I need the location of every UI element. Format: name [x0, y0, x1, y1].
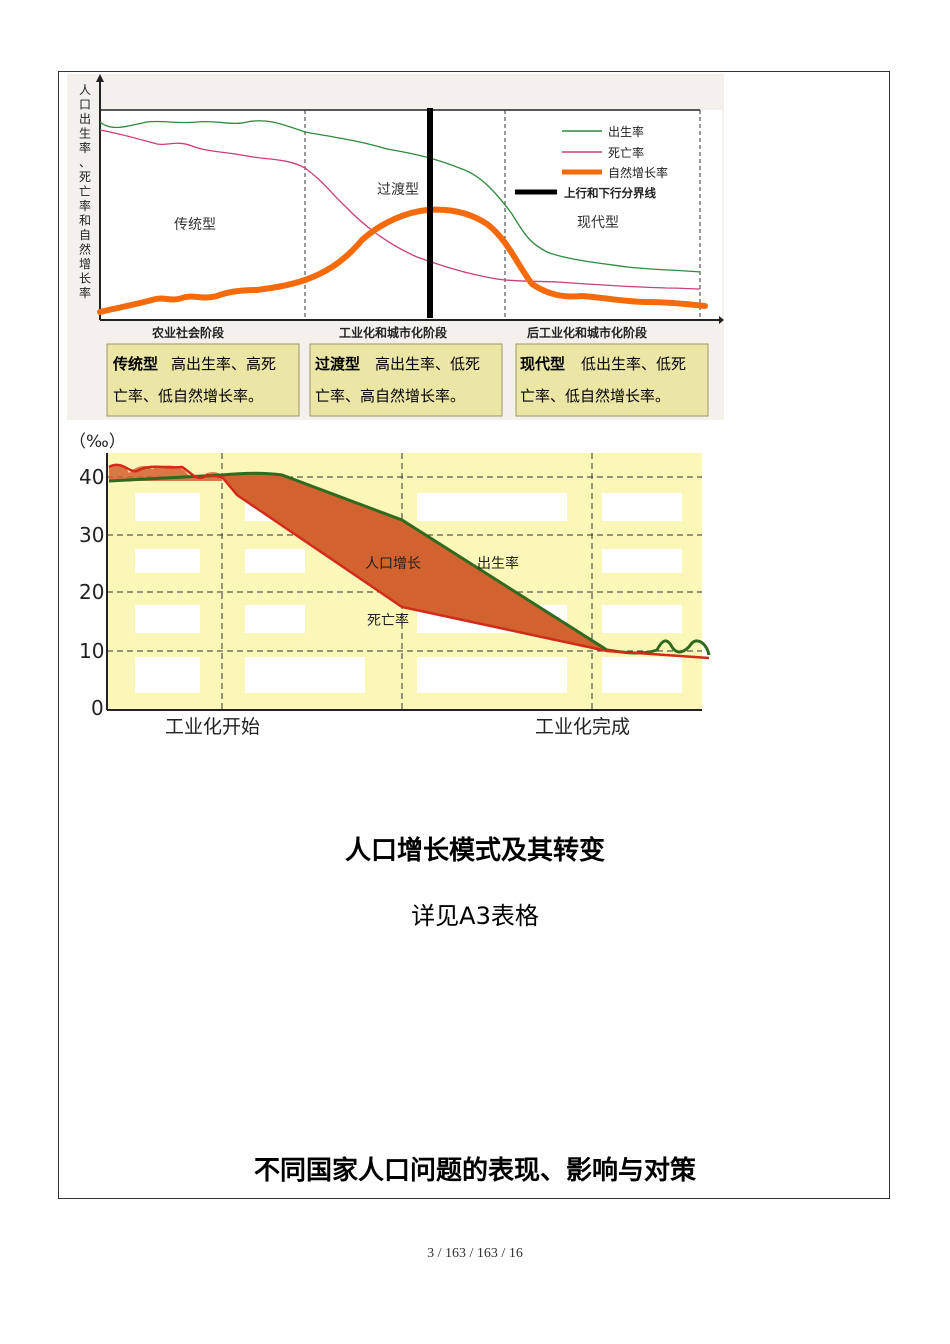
legend-divider: 上行和下行分界线 — [564, 186, 656, 200]
box-line1: 高出生率、低死 — [375, 355, 480, 373]
legend-birth: 出生率 — [608, 124, 644, 139]
box-type: 传统型 — [112, 355, 158, 373]
annotation-death: 死亡率 — [367, 612, 409, 629]
box-traditional: 传统型 高出生率、高死 亡率、低自然增长率。 — [106, 343, 300, 417]
box-type: 过渡型 — [315, 355, 360, 373]
x-label-start: 工业化开始 — [165, 716, 260, 738]
region-label-traditional: 传统型 — [174, 217, 216, 233]
y-axis-label-char: 死 — [79, 170, 91, 184]
box-modern: 现代型 低出生率、低死 亡率、低自然增长率。 — [515, 343, 709, 417]
section-heading-2: 不同国家人口问题的表现、影响与对策 — [253, 1156, 696, 1186]
y-axis-label-char: 率 — [79, 140, 91, 155]
y-axis-label-char: 自 — [79, 228, 91, 242]
stage-label-postindustrial: 后工业化和城市化阶段 — [527, 325, 648, 340]
annotation-growth: 人口增长 — [365, 556, 421, 572]
y-axis-label-char: 、 — [79, 156, 91, 170]
y-axis-label-char: 生 — [79, 127, 91, 141]
birth-death-rate-chart: （‰） 40 30 20 10 0 人口增长 出生率 死亡率 工业化开始 工业化… — [69, 432, 711, 738]
box-type: 现代型 — [520, 355, 565, 373]
stage-label-industrial: 工业化和城市化阶段 — [339, 325, 448, 340]
death-rate-line — [99, 129, 701, 290]
box-line2: 亡率、低自然增长率。 — [113, 387, 263, 405]
section-heading: 人口增长模式及其转变 — [344, 836, 605, 866]
y-axis-label-char: 口 — [79, 98, 91, 112]
legend: 出生率 死亡率 自然增长率 上行和下行分界线 — [515, 124, 668, 200]
death-rate-line — [108, 463, 710, 660]
natural-growth-line — [97, 206, 708, 315]
section-subtext: 详见A3表格 — [411, 902, 539, 930]
y-axis-label-char: 人 — [79, 83, 91, 97]
y-tick-0: 0 — [91, 696, 104, 720]
y-tick-40: 40 — [79, 465, 104, 489]
x-label-end: 工业化完成 — [535, 716, 630, 738]
y-tick-30: 30 — [79, 523, 104, 547]
stage-label-agricultural: 农业社会阶段 — [151, 325, 225, 340]
legend-death: 死亡率 — [608, 145, 644, 160]
y-axis-label-char: 增 — [79, 257, 91, 271]
y-axis-label-char: 长 — [79, 272, 91, 286]
page-footer: 3 / 163 / 163 / 16 — [427, 1246, 523, 1261]
box-line1: 低出生率、低死 — [581, 355, 686, 373]
y-tick-20: 20 — [79, 580, 104, 604]
annotation-birth: 出生率 — [477, 555, 519, 572]
y-tick-10: 10 — [79, 639, 104, 663]
y-unit: （‰） — [69, 432, 126, 452]
y-axis-label-char: 然 — [79, 242, 91, 257]
legend-growth: 自然增长率 — [608, 165, 668, 180]
region-label-modern: 现代型 — [577, 215, 619, 231]
box-line1: 高出生率、高死 — [171, 355, 276, 373]
box-line2: 亡率、高自然增长率。 — [315, 387, 465, 405]
population-growth-area — [222, 473, 607, 651]
box-line2: 亡率、低自然增长率。 — [520, 387, 670, 405]
page-frame — [58, 71, 890, 1199]
y-axis-label-char: 出 — [79, 112, 91, 126]
y-axis-label-char: 亡 — [79, 185, 91, 199]
y-axis-label-char: 率 — [79, 285, 91, 300]
region-label-transition: 过渡型 — [377, 182, 419, 198]
birth-rate-line — [99, 120, 701, 273]
box-transition: 过渡型 高出生率、低死 亡率、高自然增长率。 — [309, 343, 503, 417]
y-axis-label-char: 和 — [79, 214, 91, 228]
y-axis-label-char: 率 — [79, 198, 91, 213]
